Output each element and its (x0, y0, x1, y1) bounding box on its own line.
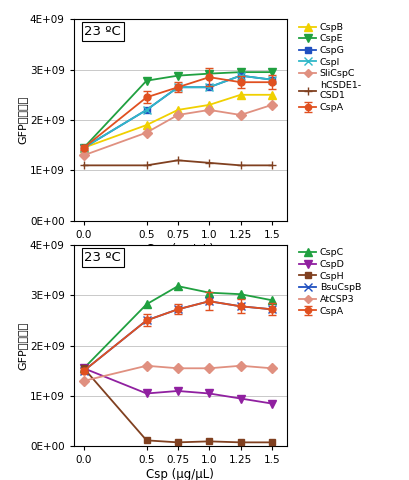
SliCspC (206, 107, 211, 113)
Text: 23 ºC: 23 ºC (84, 25, 121, 38)
CspE (238, 69, 243, 75)
CspH (238, 440, 243, 445)
CspD (238, 396, 243, 401)
BsuCspB (206, 299, 211, 304)
CspD (81, 365, 86, 371)
AtCSP3 (175, 365, 180, 371)
Y-axis label: GFP蛍光強度: GFP蛍光強度 (17, 96, 27, 144)
Line: BsuCspB: BsuCspB (79, 297, 275, 375)
AtCSP3 (144, 363, 148, 369)
Y-axis label: GFP蛍光強度: GFP蛍光強度 (17, 322, 27, 370)
BsuCspB (238, 303, 243, 309)
CspH (269, 440, 274, 445)
Text: 23 ºC: 23 ºC (84, 251, 121, 264)
Line: CspG: CspG (80, 72, 275, 151)
hCSDE1-
CSD1 (206, 160, 211, 166)
CspC (238, 291, 243, 297)
CspG (81, 145, 86, 151)
Line: CspE: CspE (79, 68, 275, 152)
SliCspC (175, 112, 180, 118)
CspC (206, 290, 211, 296)
CspC (269, 297, 274, 303)
AtCSP3 (238, 363, 243, 369)
hCSDE1-
CSD1 (269, 162, 274, 168)
CspI (206, 84, 211, 90)
CspB (175, 107, 180, 113)
hCSDE1-
CSD1 (144, 162, 148, 168)
AtCSP3 (269, 365, 274, 371)
Line: AtCSP3: AtCSP3 (80, 362, 275, 384)
CspB (144, 122, 148, 128)
CspB (269, 92, 274, 98)
CspG (144, 107, 148, 113)
Legend: CspC, CspD, CspH, BsuCspB, AtCSP3, CspA: CspC, CspD, CspH, BsuCspB, AtCSP3, CspA (297, 248, 361, 317)
SliCspC (269, 102, 274, 108)
CspE (206, 71, 211, 76)
CspD (175, 388, 180, 394)
CspC (144, 301, 148, 307)
Line: CspI: CspI (79, 72, 275, 152)
CspG (238, 73, 243, 79)
BsuCspB (269, 306, 274, 312)
CspI (81, 145, 86, 151)
AtCSP3 (81, 378, 86, 384)
SliCspC (144, 130, 148, 135)
Line: CspC: CspC (79, 282, 275, 372)
SliCspC (238, 112, 243, 118)
CspE (81, 145, 86, 151)
CspC (81, 365, 86, 371)
CspH (144, 437, 148, 443)
CspH (206, 439, 211, 444)
SliCspC (81, 152, 86, 158)
CspG (175, 84, 180, 90)
CspI (144, 107, 148, 113)
hCSDE1-
CSD1 (238, 162, 243, 168)
Line: hCSDE1-
CSD1: hCSDE1- CSD1 (79, 156, 275, 169)
CspD (144, 391, 148, 396)
CspB (238, 92, 243, 98)
Line: CspH: CspH (80, 365, 275, 446)
CspE (269, 69, 274, 75)
AtCSP3 (206, 365, 211, 371)
CspD (269, 401, 274, 407)
CspI (238, 73, 243, 79)
CspB (81, 145, 86, 151)
Line: SliCspC: SliCspC (80, 101, 275, 159)
hCSDE1-
CSD1 (175, 157, 180, 163)
Line: CspB: CspB (79, 91, 275, 152)
CspI (269, 77, 274, 83)
Legend: CspB, CspE, CspG, CspI, SliCspC, hCSDE1-
CSD1, CspA: CspB, CspE, CspG, CspI, SliCspC, hCSDE1-… (297, 22, 361, 113)
BsuCspB (144, 318, 148, 324)
CspB (206, 102, 211, 108)
CspG (269, 77, 274, 83)
BsuCspB (81, 368, 86, 373)
CspI (175, 84, 180, 90)
CspE (144, 78, 148, 84)
BsuCspB (175, 306, 180, 312)
Line: CspD: CspD (79, 364, 275, 408)
CspH (81, 365, 86, 371)
CspC (175, 283, 180, 289)
X-axis label: Csp (μg/μL): Csp (μg/μL) (146, 468, 214, 480)
CspE (175, 73, 180, 79)
X-axis label: Csp (μg/μL): Csp (μg/μL) (146, 242, 214, 256)
CspD (206, 391, 211, 396)
CspH (175, 440, 180, 445)
CspG (206, 84, 211, 90)
hCSDE1-
CSD1 (81, 162, 86, 168)
